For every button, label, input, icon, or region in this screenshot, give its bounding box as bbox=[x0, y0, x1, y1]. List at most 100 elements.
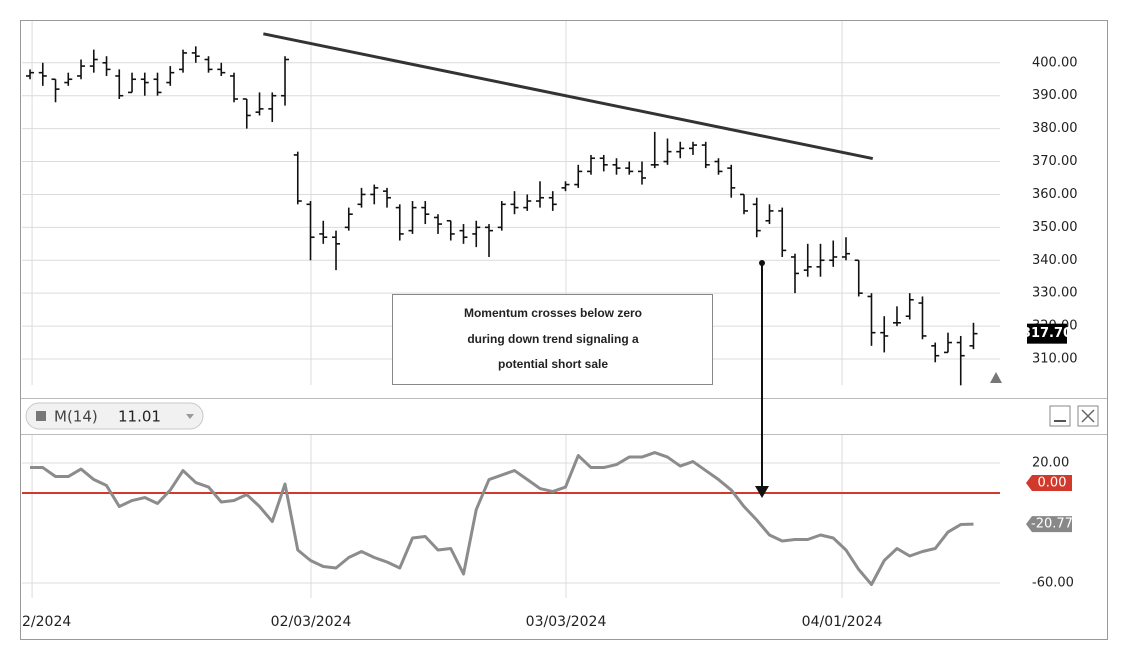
annotation-box bbox=[392, 294, 713, 385]
price-bar bbox=[395, 204, 404, 241]
minimize-button[interactable] bbox=[1049, 405, 1071, 427]
price-bar bbox=[867, 293, 876, 346]
price-bar bbox=[548, 191, 557, 211]
indicator-pill[interactable] bbox=[25, 402, 204, 430]
y-tick-label: 380.00 bbox=[1032, 121, 1078, 136]
y-tick-label: -60.00 bbox=[1032, 576, 1074, 591]
price-bar bbox=[179, 49, 188, 73]
annotation: Momentum crosses below zero during down … bbox=[392, 260, 769, 498]
indicator-value: 11.01 bbox=[118, 408, 161, 426]
price-bar bbox=[536, 181, 545, 208]
price-bar bbox=[408, 201, 417, 234]
indicator-name: M(14) bbox=[54, 408, 98, 426]
price-bar bbox=[128, 72, 137, 94]
plots: 310.00320.00330.00340.00350.00360.00370.… bbox=[22, 21, 1078, 630]
price-bar bbox=[485, 224, 494, 257]
price-bar bbox=[421, 201, 430, 225]
price-bar bbox=[943, 332, 952, 354]
price-bar bbox=[115, 69, 124, 99]
price-bar bbox=[918, 296, 927, 340]
momentum-line bbox=[30, 451, 974, 587]
price-bar bbox=[26, 69, 35, 80]
price-bar bbox=[561, 181, 570, 192]
last-price-marker bbox=[1027, 323, 1067, 344]
y-tick-label: 310.00 bbox=[1032, 352, 1078, 367]
annotation-line: potential short sale bbox=[498, 357, 608, 371]
y-tick-label: 360.00 bbox=[1032, 187, 1078, 202]
price-bar bbox=[242, 98, 251, 129]
price-bar bbox=[739, 193, 748, 215]
y-tick-label: 340.00 bbox=[1032, 253, 1078, 268]
last-value-marker bbox=[1026, 516, 1072, 533]
last-price-label: 317.70 bbox=[1022, 326, 1072, 341]
indicator-swatch bbox=[36, 411, 46, 421]
price-bar bbox=[281, 56, 290, 106]
price-bar bbox=[829, 240, 838, 267]
price-bar bbox=[854, 259, 863, 297]
price-bar bbox=[905, 293, 914, 320]
last-value-label: -20.77 bbox=[1031, 517, 1073, 532]
annotation-line: Momentum crosses below zero bbox=[464, 306, 642, 320]
price-bar bbox=[472, 220, 481, 248]
price-bar bbox=[357, 187, 366, 208]
y-tick-label: 390.00 bbox=[1032, 88, 1078, 103]
price-bar bbox=[727, 164, 736, 198]
price-bar bbox=[510, 191, 519, 215]
price-bar bbox=[880, 316, 889, 353]
price-bar bbox=[612, 158, 621, 175]
y-tick-label: 400.00 bbox=[1032, 55, 1078, 70]
zero-marker bbox=[1026, 475, 1072, 492]
price-bar bbox=[701, 141, 710, 169]
y-tick-label: 370.00 bbox=[1032, 154, 1078, 169]
price-bar bbox=[625, 161, 634, 175]
arrow-head bbox=[755, 486, 769, 498]
price-bar bbox=[956, 335, 965, 386]
price-bar bbox=[459, 224, 468, 244]
price-bar bbox=[153, 72, 162, 96]
price-bar bbox=[102, 56, 111, 76]
y-tick-label: 20.00 bbox=[1032, 456, 1069, 471]
y-tick-label: 330.00 bbox=[1032, 286, 1078, 301]
price-bar bbox=[77, 59, 86, 80]
price-bar bbox=[714, 158, 723, 175]
price-bar bbox=[841, 237, 850, 261]
price-bar bbox=[230, 72, 239, 103]
price-bar bbox=[306, 201, 315, 261]
trendline bbox=[263, 32, 874, 161]
price-bar bbox=[293, 151, 302, 205]
price-bar bbox=[931, 342, 940, 363]
price-bar bbox=[166, 66, 175, 86]
scroll-marker[interactable] bbox=[990, 372, 1002, 383]
price-bar bbox=[663, 138, 672, 165]
zero-label: 0.00 bbox=[1038, 476, 1067, 491]
price-bar bbox=[140, 72, 149, 96]
price-bar bbox=[268, 92, 277, 123]
y-tick-label: 350.00 bbox=[1032, 220, 1078, 235]
annotation-line: during down trend signaling a bbox=[467, 332, 639, 346]
price-bar bbox=[434, 214, 443, 234]
price-bar bbox=[255, 92, 264, 116]
price-bar bbox=[587, 154, 596, 175]
price-bar bbox=[89, 49, 98, 73]
price-bar bbox=[816, 243, 825, 277]
price-bar bbox=[51, 78, 60, 103]
price-bar bbox=[676, 141, 685, 159]
price-bar bbox=[765, 204, 774, 225]
price-bar bbox=[446, 219, 455, 241]
price-bar bbox=[64, 72, 73, 86]
close-icon bbox=[1081, 409, 1095, 423]
price-bar bbox=[204, 56, 213, 73]
price-bar bbox=[969, 322, 978, 350]
x-tick-label: 02/03/2024 bbox=[271, 614, 352, 630]
price-bar bbox=[752, 197, 761, 238]
price-bar bbox=[332, 230, 341, 271]
price-bar bbox=[778, 207, 787, 257]
price-bar bbox=[599, 154, 608, 172]
dropdown-arrow[interactable] bbox=[186, 414, 194, 419]
price-bar bbox=[217, 62, 226, 76]
x-tick-label: 03/03/2024 bbox=[526, 614, 607, 630]
price-bar bbox=[892, 306, 901, 327]
price-bar bbox=[803, 243, 812, 277]
price-bar bbox=[191, 46, 200, 63]
